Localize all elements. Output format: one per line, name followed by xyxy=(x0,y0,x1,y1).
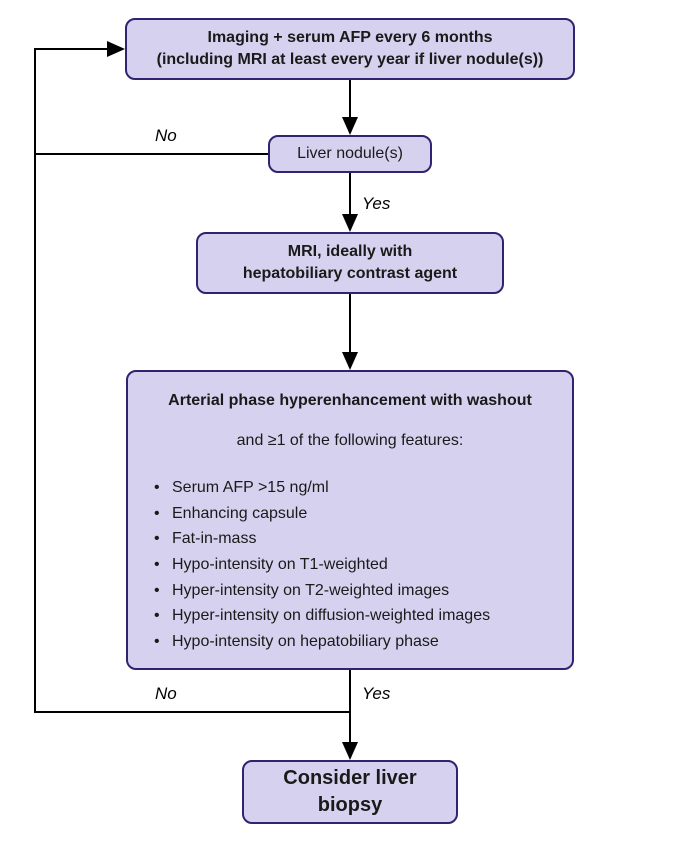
edge-label-no: No xyxy=(155,126,177,146)
node-liver-nodules: Liver nodule(s) xyxy=(268,135,432,173)
criteria-bullet: Hyper-intensity on diffusion-weighted im… xyxy=(154,605,490,627)
node-text: Imaging + serum AFP every 6 months xyxy=(208,27,493,49)
flowchart-canvas: Imaging + serum AFP every 6 months (incl… xyxy=(0,0,692,857)
edge-label-no: No xyxy=(155,684,177,704)
node-text: Liver nodule(s) xyxy=(297,143,403,165)
edge-label-yes: Yes xyxy=(362,194,390,214)
criteria-bullet: Hypo-intensity on hepatobiliary phase xyxy=(154,631,490,653)
node-text: hepatobiliary contrast agent xyxy=(243,263,457,285)
criteria-bullet-list: Serum AFP >15 ng/ml Enhancing capsule Fat-… xyxy=(154,473,490,656)
node-text: Consider liver xyxy=(283,765,416,792)
criteria-bullet: Hypo-intensity on T1-weighted xyxy=(154,554,490,576)
node-text: (including MRI at least every year if li… xyxy=(157,49,544,71)
node-criteria: Arterial phase hyperenhancement with was… xyxy=(126,370,574,670)
criteria-title: Arterial phase hyperenhancement with was… xyxy=(168,390,532,412)
node-text: MRI, ideally with xyxy=(288,241,412,263)
criteria-bullet: Serum AFP >15 ng/ml xyxy=(154,477,490,499)
criteria-bullet: Hyper-intensity on T2-weighted images xyxy=(154,580,490,602)
criteria-bullet: Enhancing capsule xyxy=(154,503,490,525)
edge-label-yes: Yes xyxy=(362,684,390,704)
criteria-bullet: Fat-in-mass xyxy=(154,528,490,550)
node-surveillance: Imaging + serum AFP every 6 months (incl… xyxy=(125,18,575,80)
node-biopsy: Consider liver biopsy xyxy=(242,760,458,824)
node-text: biopsy xyxy=(318,792,382,819)
node-mri: MRI, ideally with hepatobiliary contrast… xyxy=(196,232,504,294)
criteria-subtitle: and ≥1 of the following features: xyxy=(237,430,464,452)
